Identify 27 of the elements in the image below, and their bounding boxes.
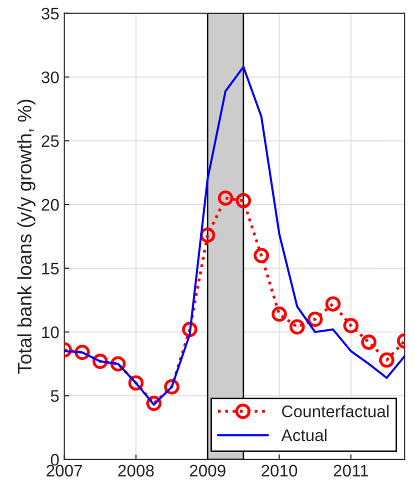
point: [164, 379, 180, 394]
x-tick-label: 2007: [46, 464, 82, 477]
point: [236, 193, 252, 208]
y-tick-label: 35: [42, 8, 59, 20]
y-tick-label: 30: [42, 71, 59, 84]
x-tick-label: 2011: [334, 464, 368, 477]
point: [272, 306, 287, 322]
y-tick-label: 0: [50, 454, 59, 466]
point: [307, 312, 323, 327]
point: [343, 318, 359, 334]
y-tick-label: 25: [42, 135, 59, 147]
y-tick-label: 20: [42, 198, 59, 211]
legend-label: Counterfactual: [282, 405, 389, 418]
x-tick-label: 2009: [190, 464, 226, 477]
y-tick-label: 5: [50, 390, 59, 402]
x-tick-label: 2010: [262, 464, 298, 477]
point: [379, 352, 394, 368]
legend-label: Actual: [281, 428, 326, 442]
y-axis-title: Total bank loans (y/y growth, %): [17, 100, 36, 374]
point: [254, 248, 269, 264]
y-tick-label: 10: [42, 326, 59, 338]
point: [325, 296, 341, 312]
point: [218, 190, 234, 206]
point: [361, 334, 376, 350]
x-tick-label: 2008: [118, 464, 154, 477]
y-tick-label: 15: [42, 262, 59, 274]
point: [290, 319, 305, 335]
